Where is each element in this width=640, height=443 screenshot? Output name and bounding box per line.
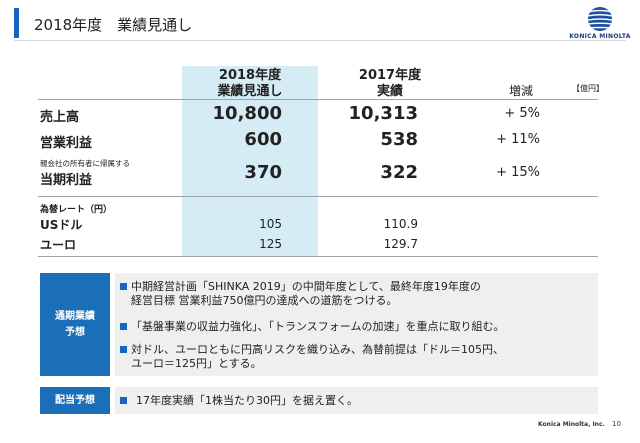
unit-label: 【億円】 [572,84,604,93]
full-year-outlook-label: 通期業績 予想 [40,273,110,376]
operating-profit-change-value: + 11% [496,132,540,147]
outlook-panel [115,273,598,376]
dividend-panel [115,387,598,414]
net-income-change-value: + 15% [496,165,540,180]
bullet-square-icon [120,283,127,290]
column-header-forecast: 2018年度 業績見通し [217,68,283,99]
column-header-change: 増減 [509,84,534,98]
operating-profit-forecast-value: 600 [244,129,282,150]
row-label-net-income: 当期利益 [40,173,93,188]
outlook-bullet-1: 中期経営計画「SHINKA 2019」の中間年度として、最終年度19年度の 経営… [120,280,481,308]
sales-forecast-value: 10,800 [212,103,282,124]
dividend-bullet: 17年度実績「1株当たり30円」を据え置く。 [120,394,358,408]
sales-change-value: + 5% [504,106,540,121]
table-rule-bottom [38,256,598,257]
eur-actual-rate: 129.7 [383,237,418,251]
bullet-square-icon [120,346,127,353]
table-rule-top [38,99,598,100]
operating-profit-actual-value: 538 [380,129,418,150]
usd-actual-rate: 110.9 [383,217,418,231]
outlook-bullet-2: 「基盤事業の収益力強化」、「トランスフォームの加速」を重点に取り組む。 [120,320,504,334]
table-rule-middle [38,196,598,197]
dividend-outlook-label: 配当予想 [40,387,110,414]
column-header-actual: 2017年度 実績 [358,68,422,99]
net-income-forecast-value: 370 [244,162,282,183]
bullet-square-icon [120,323,127,330]
konica-minolta-globe-icon [588,7,612,31]
eur-forecast-rate: 125 [259,237,282,251]
title-accent-bar [14,8,19,38]
fx-rate-header: 為替レート（円） [40,205,113,215]
usd-forecast-rate: 105 [259,217,282,231]
footer-company-name: Konica Minolta, Inc. [538,421,605,428]
page-number: 10 [612,420,621,428]
net-income-actual-value: 322 [380,162,418,183]
row-label-operating-profit: 営業利益 [40,136,93,151]
fx-label-eur: ユーロ [40,238,77,252]
row-label-sales: 売上高 [40,110,80,125]
bullet-square-icon [120,397,127,404]
fx-label-usd: USドル [40,218,83,232]
forecast-column-highlight [182,66,318,256]
logo-wordmark: KONICA MINOLTA [569,33,631,40]
sales-actual-value: 10,313 [348,103,418,124]
company-logo: KONICA MINOLTA [561,6,639,46]
row-sublabel-net-income: 親会社の所有者に帰属する [40,159,130,168]
slide-title: 2018年度 業績見通し [34,16,193,34]
outlook-bullet-3: 対ドル、ユーロともに円高リスクを織り込み、為替前提は「ドル＝105円、 ユーロ＝… [120,343,504,371]
header-divider [14,40,626,41]
